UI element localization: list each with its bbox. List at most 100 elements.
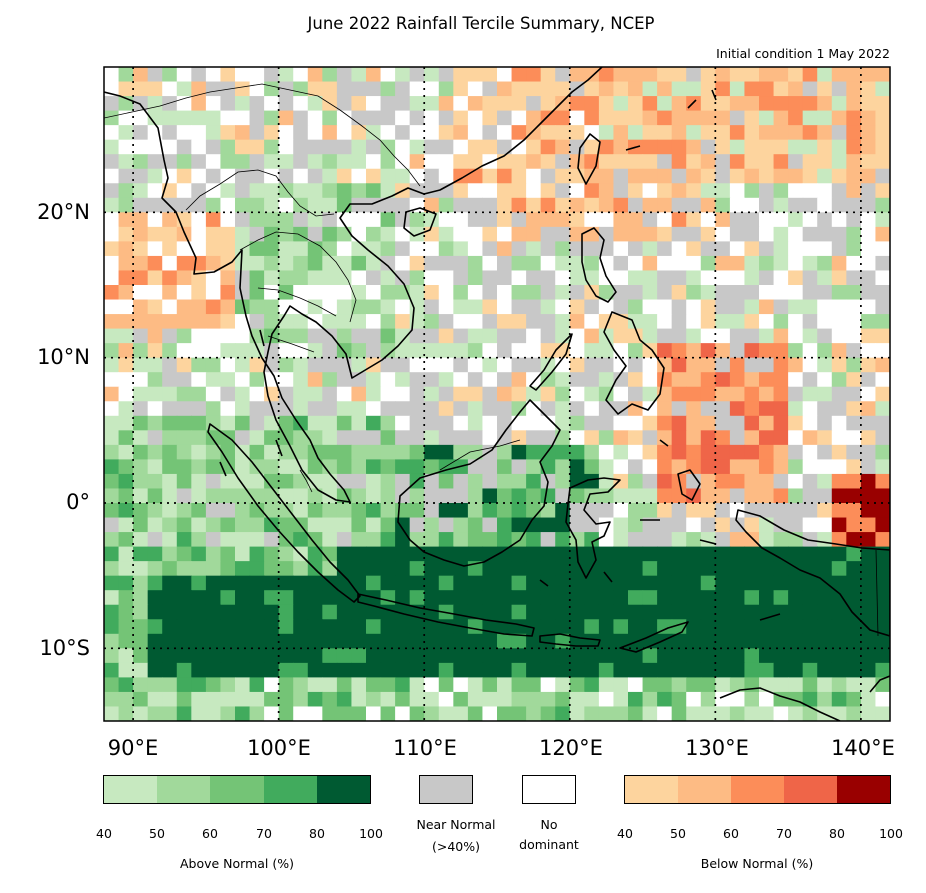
tercile-cell — [642, 415, 658, 431]
tercile-cell — [628, 96, 644, 112]
tercile-cell — [278, 633, 294, 649]
tercile-cell — [380, 139, 396, 155]
tercile-cell — [773, 430, 789, 446]
tercile-cell — [264, 590, 280, 606]
tercile-cell — [700, 343, 716, 359]
tercile-cell — [715, 386, 731, 402]
tercile-cell — [744, 314, 760, 330]
tercile-cell — [613, 154, 629, 170]
tercile-cell — [424, 706, 440, 721]
tercile-cell — [220, 590, 236, 606]
tercile-cell — [671, 372, 687, 388]
tercile-cell — [657, 110, 673, 126]
tercile-cell — [569, 285, 585, 301]
tercile-cell — [351, 532, 367, 548]
tercile-cell — [395, 139, 411, 155]
tercile-cell — [540, 299, 556, 315]
tercile-cell — [162, 81, 178, 97]
tercile-cell — [162, 357, 178, 373]
tercile-cell — [191, 110, 207, 126]
tercile-cell — [453, 473, 469, 490]
tercile-cell — [205, 139, 222, 155]
tercile-cell — [511, 255, 527, 272]
tercile-cell — [846, 677, 862, 693]
tercile-cell — [817, 96, 833, 112]
tercile-cell — [671, 270, 687, 286]
tercile-cell — [569, 561, 585, 577]
tercile-cell — [497, 430, 513, 446]
tercile-cell — [235, 328, 251, 344]
tercile-cell — [467, 415, 484, 431]
tercile-cell — [424, 546, 440, 562]
tercile-cell — [453, 488, 469, 504]
tercile-cell — [351, 212, 367, 228]
tercile-cell — [598, 532, 615, 548]
tercile-cell — [351, 488, 367, 504]
tercile-cell — [584, 604, 600, 620]
tercile-cell — [118, 648, 134, 664]
tercile-cell — [744, 459, 760, 475]
tercile-cell — [613, 619, 629, 635]
tercile-cell — [395, 633, 411, 649]
tercile-cell — [249, 503, 265, 519]
tercile-cell — [322, 328, 338, 344]
tercile-cell — [773, 546, 789, 562]
tercile-cell — [875, 285, 890, 301]
tercile-cell — [133, 168, 149, 184]
tercile-cell — [118, 633, 134, 649]
tercile-cell — [511, 430, 527, 446]
tercile-cell — [802, 444, 818, 460]
below-tick-80: 80 — [829, 826, 845, 841]
tercile-cell — [598, 575, 615, 591]
tercile-cell — [104, 532, 120, 548]
tercile-cell — [366, 401, 382, 417]
tercile-cell — [453, 285, 469, 301]
tercile-cell — [307, 619, 323, 635]
tercile-cell — [438, 285, 454, 301]
tercile-cell — [729, 473, 746, 490]
tercile-cell — [788, 444, 804, 460]
below-normal-60-70 — [731, 776, 784, 803]
tercile-cell — [118, 415, 134, 431]
tercile-cell — [104, 561, 120, 577]
tercile-cell — [598, 139, 615, 155]
tercile-cell — [366, 532, 382, 548]
tercile-cell — [366, 168, 382, 184]
tercile-cell — [351, 285, 367, 301]
tercile-cell — [278, 357, 294, 373]
tercile-cell — [569, 110, 585, 126]
tercile-cell — [598, 444, 615, 460]
tercile-cell — [424, 633, 440, 649]
tercile-cell — [235, 81, 251, 97]
tercile-cell — [336, 662, 353, 678]
tercile-cell — [715, 503, 731, 519]
tercile-cell — [133, 270, 149, 286]
tercile-cell — [438, 255, 454, 272]
tercile-cell — [555, 473, 571, 490]
tercile-cell — [511, 168, 527, 184]
tercile-cell — [860, 197, 877, 213]
tercile-cell — [526, 314, 542, 330]
tercile-cell — [336, 328, 353, 344]
luzon-island — [581, 227, 617, 303]
tercile-cell — [671, 110, 687, 126]
tercile-cell — [133, 241, 149, 257]
tercile-cell — [744, 473, 760, 490]
tercile-cell — [162, 255, 178, 272]
tercile-cell — [264, 691, 280, 708]
tercile-cell — [540, 532, 556, 548]
tercile-cell — [613, 517, 629, 533]
tercile-cell — [380, 473, 396, 490]
tercile-cell — [118, 444, 134, 460]
tercile-cell — [205, 488, 222, 504]
tercile-cell — [497, 473, 513, 490]
tercile-cell — [802, 67, 818, 83]
tercile-cell — [147, 212, 163, 228]
tercile-cell — [133, 386, 149, 402]
tercile-cell — [351, 197, 367, 213]
tercile-cell — [235, 154, 251, 170]
tercile-cell — [875, 241, 890, 257]
tercile-cell — [467, 430, 484, 446]
tercile-cell — [598, 285, 615, 301]
tercile-cell — [497, 488, 513, 504]
